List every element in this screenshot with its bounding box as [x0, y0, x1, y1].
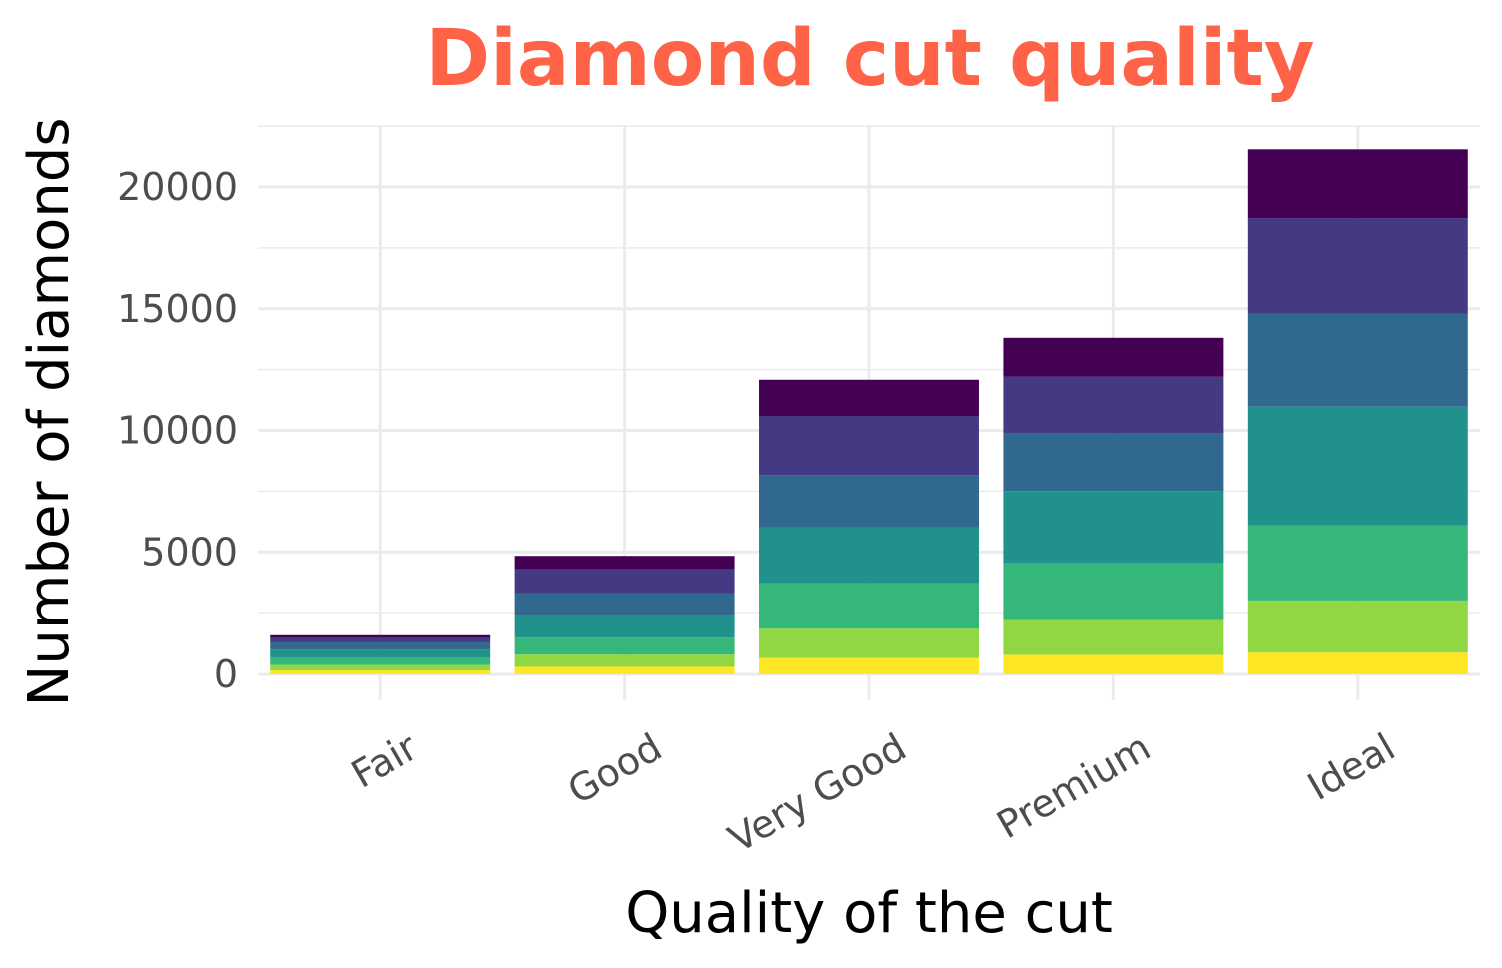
- bar-segment: [759, 415, 979, 476]
- y-axis-ticks: 0 5000 10000 15000 20000: [117, 165, 238, 696]
- y-tick-label: 5000: [141, 530, 238, 574]
- bar-segment: [759, 657, 979, 674]
- bar-segment: [1003, 491, 1224, 564]
- bar-segment: [1003, 337, 1224, 377]
- chart-title: Diamond cut quality: [425, 14, 1314, 104]
- y-tick-label: 20000: [117, 165, 238, 209]
- bar-segment: [1247, 218, 1468, 314]
- bar-segment: [514, 556, 735, 570]
- bar-segment: [270, 634, 491, 638]
- y-tick-label: 0: [214, 652, 238, 696]
- bar-segment: [759, 628, 979, 658]
- bar-segment: [1003, 619, 1224, 655]
- bar-segment: [270, 637, 491, 642]
- bar-segment: [514, 654, 735, 667]
- bar-segment: [1003, 376, 1224, 434]
- bar-segment: [759, 379, 979, 416]
- bar-segment: [270, 656, 491, 665]
- y-tick-label: 15000: [117, 287, 238, 331]
- bar-segment: [270, 649, 491, 657]
- bar-segment: [1247, 525, 1468, 601]
- bar-segment: [1003, 433, 1224, 492]
- bar-segment: [759, 475, 979, 528]
- bar-segment: [1247, 149, 1468, 219]
- bar-segment: [1247, 600, 1468, 653]
- bar-segment: [759, 583, 979, 629]
- bar-segment: [1247, 313, 1468, 407]
- bars: [270, 149, 1468, 674]
- bar-segment: [270, 664, 491, 671]
- y-axis-title: Number of diamonds: [17, 118, 82, 707]
- bar-segment: [1003, 563, 1224, 620]
- bar-segment: [514, 593, 735, 615]
- y-tick-label: 10000: [117, 409, 238, 453]
- bar-segment: [514, 666, 735, 674]
- bar-segment: [1247, 652, 1468, 674]
- bar-segment: [1003, 654, 1224, 674]
- bar-segment: [1247, 406, 1468, 526]
- bar-segment: [514, 637, 735, 655]
- bar-segment: [514, 614, 735, 638]
- bar-segment: [270, 670, 491, 674]
- bar-segment: [759, 527, 979, 584]
- bar-segment: [514, 569, 735, 594]
- bar-segment: [270, 641, 491, 650]
- x-axis-title: Quality of the cut: [625, 881, 1113, 946]
